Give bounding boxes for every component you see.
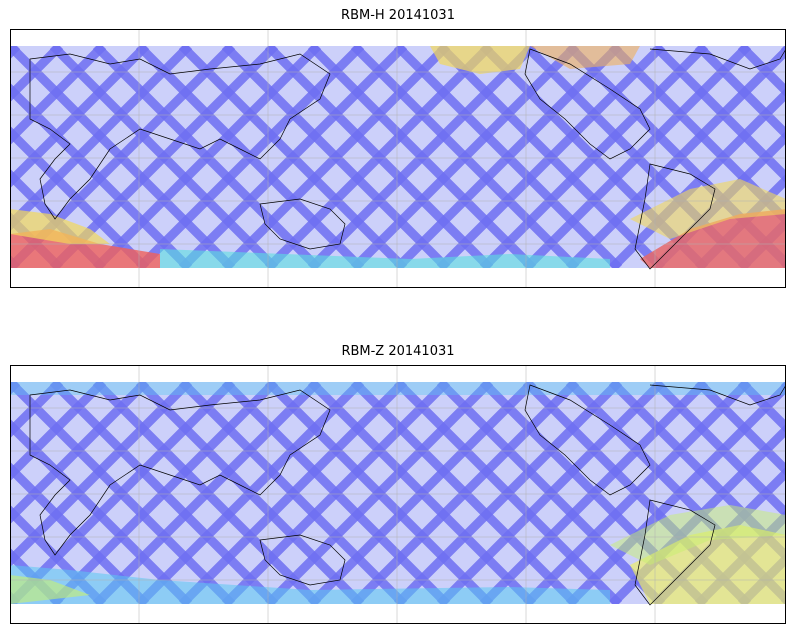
map-panel-rbm-z — [10, 365, 786, 624]
map-panel-rbm-h — [10, 29, 786, 288]
graticule — [10, 29, 786, 288]
map-title-rbm-h: RBM-H 20141031 — [341, 8, 455, 23]
data-hotspots — [10, 46, 786, 268]
map-title-rbm-z: RBM-Z 20141031 — [341, 344, 455, 359]
data-hotspots — [10, 382, 786, 604]
coastlines — [29, 384, 786, 606]
coastlines — [29, 48, 786, 270]
graticule — [10, 365, 786, 624]
